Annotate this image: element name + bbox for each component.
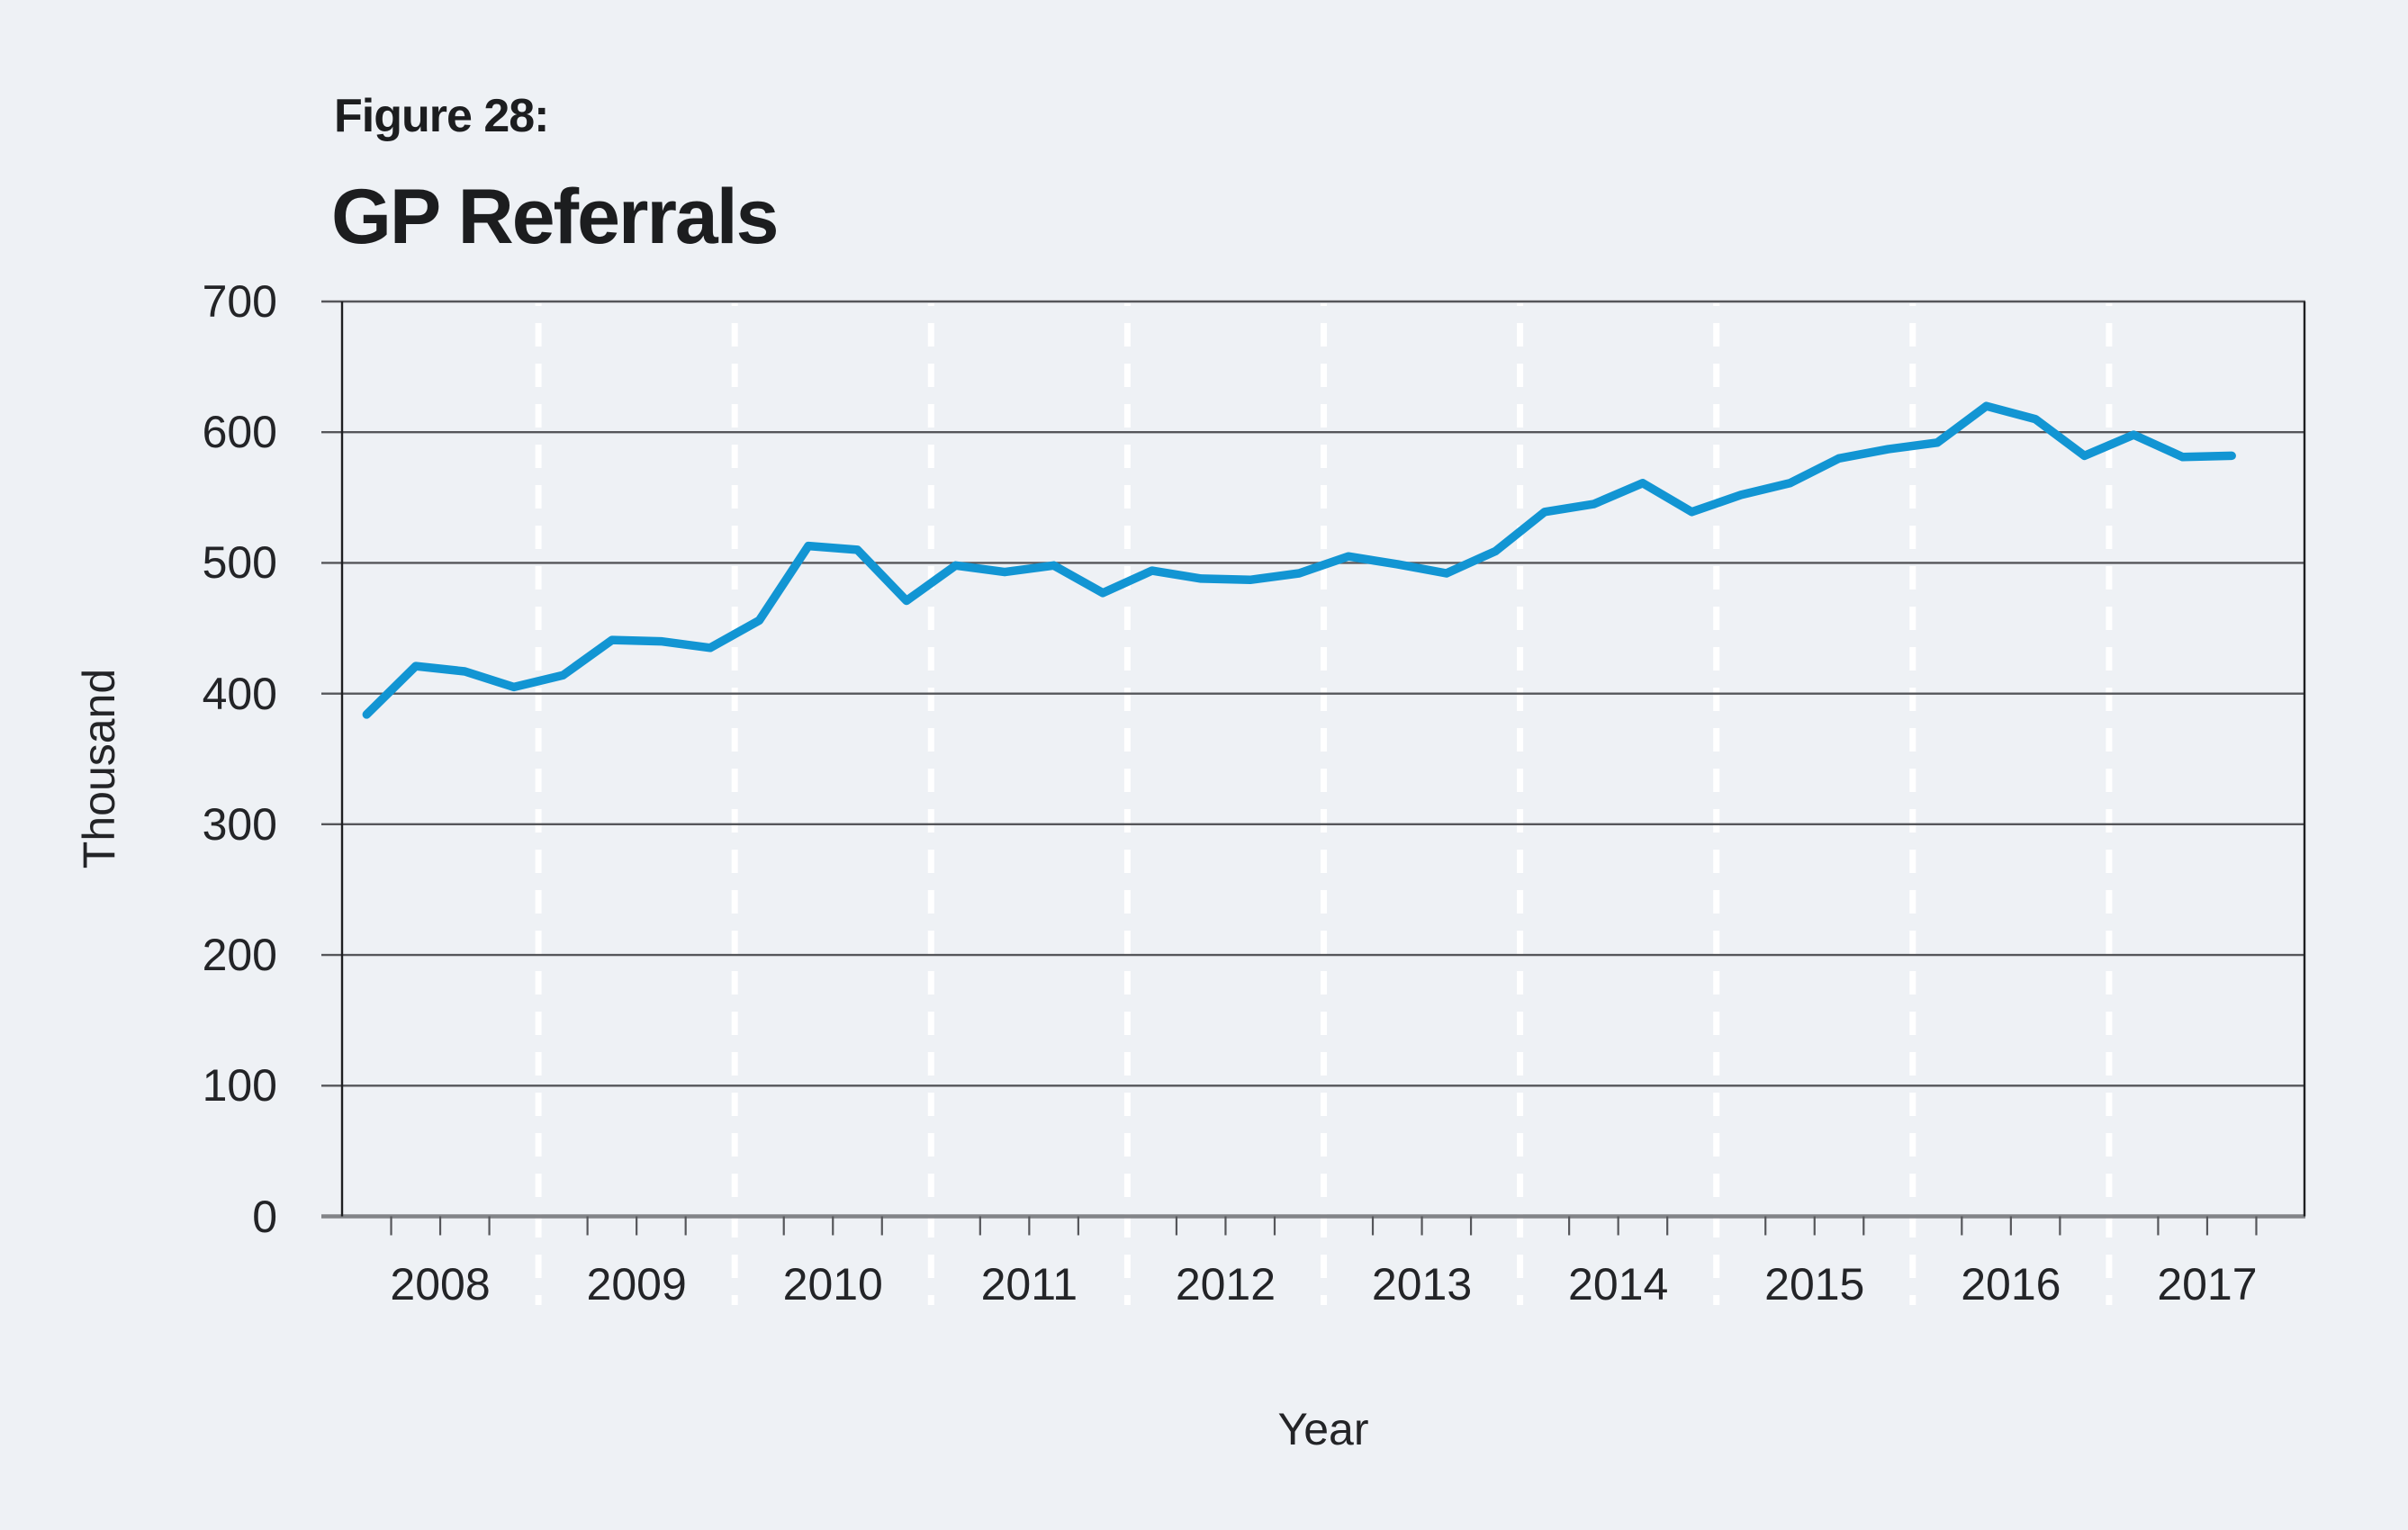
y-tick-label: 200 (202, 930, 277, 981)
figure-title: GP Referrals (331, 174, 779, 260)
y-tick-label: 600 (202, 407, 277, 458)
y-axis-title: Thousand (74, 668, 124, 869)
y-tick-label: 700 (202, 276, 277, 327)
x-tick-label: 2010 (782, 1259, 883, 1310)
y-tick-label: 100 (202, 1060, 277, 1112)
x-axis-title: Year (1277, 1404, 1369, 1454)
x-tick-label: 2008 (390, 1259, 491, 1310)
y-tick-label: 0 (252, 1191, 277, 1242)
x-tick-label: 2014 (1568, 1259, 1669, 1310)
y-tick-label: 500 (202, 537, 277, 589)
x-tick-label: 2015 (1764, 1259, 1865, 1310)
y-tick-label: 300 (202, 798, 277, 850)
x-tick-label: 2017 (2157, 1259, 2258, 1310)
figure-label: Figure 28: (334, 90, 549, 142)
y-tick-label: 400 (202, 668, 277, 719)
x-tick-label: 2009 (586, 1259, 687, 1310)
x-tick-label: 2011 (980, 1259, 1078, 1310)
x-tick-label: 2013 (1371, 1259, 1473, 1310)
x-tick-label: 2012 (1175, 1259, 1276, 1310)
x-tick-label: 2016 (1961, 1259, 2061, 1310)
gp-referrals-series-line (362, 401, 2236, 719)
